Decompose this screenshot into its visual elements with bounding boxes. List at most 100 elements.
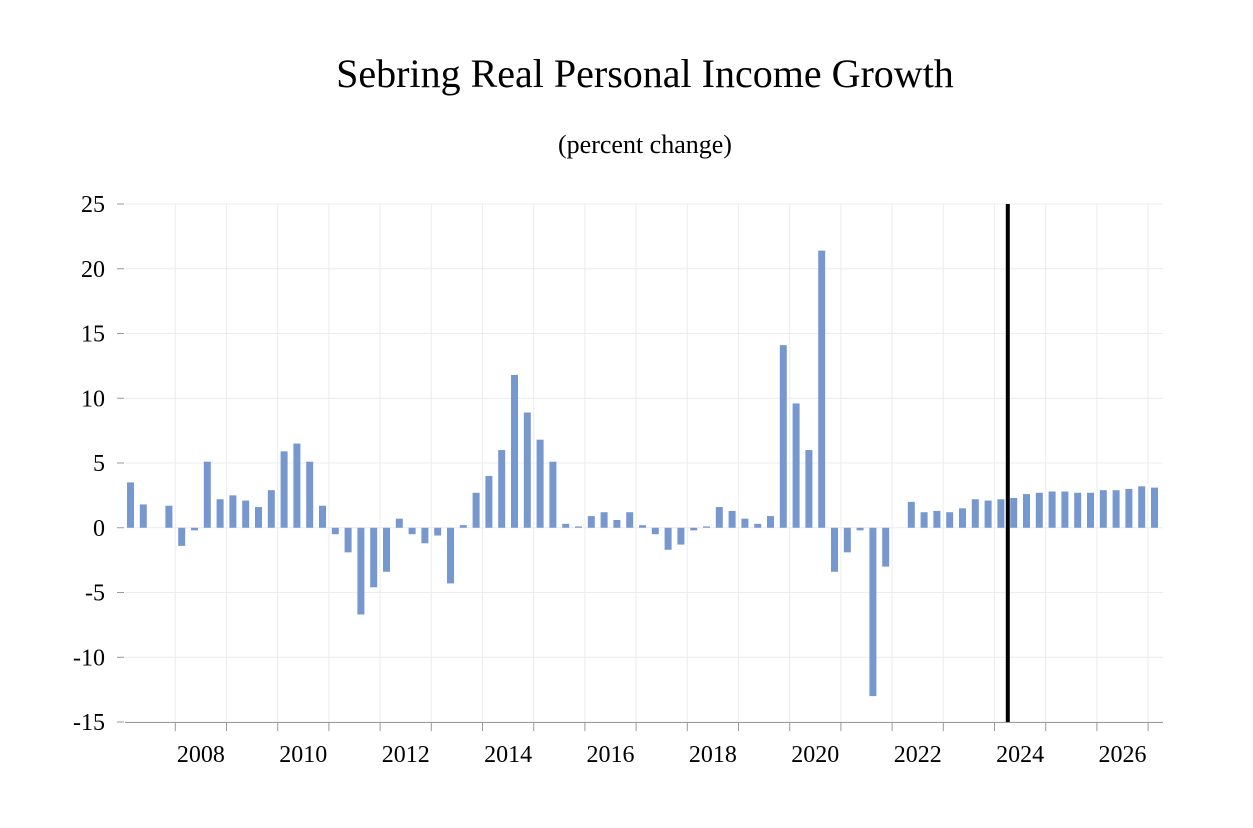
bar: [357, 527, 365, 615]
bar: [741, 518, 749, 528]
bar: [703, 526, 710, 528]
chart-subtitle: (percent change): [558, 130, 732, 159]
bar: [1099, 490, 1107, 528]
bar: [600, 512, 608, 528]
bar: [1138, 486, 1146, 528]
bar: [1087, 492, 1094, 528]
bar: [575, 526, 582, 528]
y-tick-label: -5: [85, 581, 105, 607]
bar: [447, 527, 454, 584]
bar: [485, 475, 493, 528]
bar: [536, 439, 544, 528]
bar: [779, 345, 787, 528]
bar: [421, 527, 429, 544]
bar: [587, 516, 595, 528]
y-tick-label: 15: [81, 322, 105, 348]
bar: [280, 451, 288, 528]
y-tick-label: 25: [81, 192, 105, 218]
bar: [319, 505, 326, 528]
bar: [792, 403, 800, 528]
bar: [805, 450, 813, 528]
bar: [1061, 491, 1069, 528]
bar: [139, 504, 147, 528]
bar: [920, 512, 928, 528]
bar: [178, 527, 186, 546]
bar: [511, 374, 518, 528]
bar: [946, 512, 954, 528]
bar: [856, 527, 864, 531]
bar: [165, 505, 173, 528]
bar: [306, 461, 314, 528]
bar: [370, 527, 378, 588]
bar: [715, 507, 723, 528]
bar: [1035, 492, 1043, 528]
x-tick-label: 2010: [279, 742, 327, 768]
bar: [1125, 488, 1133, 528]
x-tick-label: 2018: [689, 742, 737, 768]
bar: [767, 516, 774, 528]
bar: [203, 461, 211, 528]
bar: [933, 510, 941, 528]
bar: [613, 519, 621, 528]
x-tick-label: 2024: [996, 742, 1044, 768]
bar: [267, 490, 275, 528]
bar: [344, 527, 352, 553]
bar: [549, 461, 557, 528]
x-tick-label: 2016: [587, 742, 635, 768]
chart-title: Sebring Real Personal Income Growth: [336, 51, 954, 96]
bar: [664, 527, 672, 550]
bar: [191, 527, 198, 531]
bar: [677, 527, 685, 545]
bar: [651, 527, 659, 535]
x-tick-label: 2008: [177, 742, 225, 768]
x-tick-label: 2020: [791, 742, 839, 768]
x-tick-label: 2012: [382, 742, 430, 768]
bar: [1010, 497, 1018, 528]
bar: [754, 523, 762, 528]
bar: [818, 250, 826, 528]
bar: [229, 495, 237, 528]
bar: [523, 412, 531, 528]
x-tick-label: 2026: [1099, 742, 1147, 768]
bar: [869, 527, 877, 697]
bar: [1023, 494, 1030, 528]
bar: [639, 525, 646, 528]
bar: [971, 499, 979, 528]
bar: [907, 501, 915, 528]
bar: [408, 527, 416, 535]
bar: [690, 527, 698, 531]
y-tick-label: -15: [73, 710, 105, 736]
bar: [1048, 491, 1056, 528]
bar: [831, 527, 838, 572]
bar: [562, 523, 570, 528]
bar: [997, 499, 1005, 528]
bar: [472, 492, 480, 528]
bar: [216, 499, 224, 528]
x-tick-label: 2022: [894, 742, 942, 768]
bar: [255, 507, 262, 528]
bar: [959, 508, 966, 528]
y-tick-label: 0: [93, 516, 105, 542]
bar: [984, 500, 992, 528]
bar: [728, 510, 736, 528]
y-tick-label: -10: [73, 645, 105, 671]
y-tick-label: 10: [81, 386, 105, 412]
axes: 25 20 15 10 5 0 -5 -10 -15 2008 2010 2012 2014 2016 20…: [73, 192, 1163, 768]
bar: [1074, 492, 1082, 528]
bar: [626, 512, 634, 528]
bar: [395, 518, 403, 528]
bars: [127, 250, 1158, 697]
bar: [242, 500, 250, 528]
bar: [127, 482, 134, 528]
x-tick-label: 2014: [484, 742, 532, 768]
y-tick-label: 5: [93, 451, 105, 477]
y-tick-label: 20: [81, 257, 105, 283]
bar: [1112, 490, 1120, 528]
bar: [331, 527, 339, 535]
bar: [498, 450, 506, 528]
bar: [459, 525, 467, 528]
bar: [383, 527, 390, 572]
bar: [434, 527, 442, 536]
bar: [843, 527, 851, 553]
